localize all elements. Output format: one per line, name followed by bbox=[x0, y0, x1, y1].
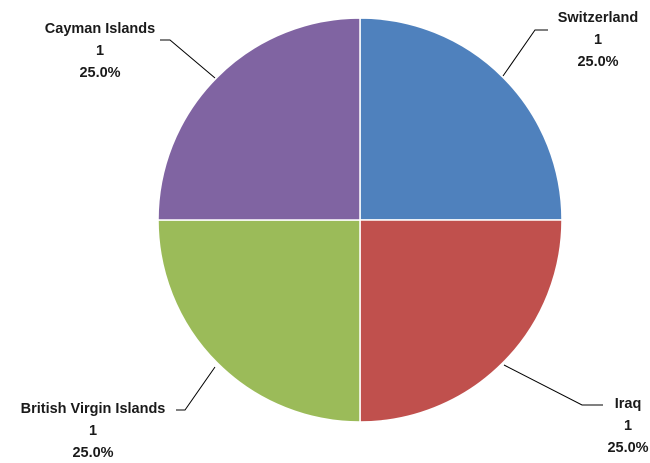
slice-label-name: Iraq bbox=[615, 396, 642, 412]
slice-label-name: Cayman Islands bbox=[45, 21, 155, 37]
slice-label-percent: 25.0% bbox=[79, 65, 120, 81]
slice-label-name: Switzerland bbox=[558, 10, 639, 26]
slice-label-value: 1 bbox=[96, 43, 104, 59]
slice-label-percent: 25.0% bbox=[72, 445, 113, 461]
pie-slice-switzerland bbox=[359, 17, 563, 221]
slice-label-value: 1 bbox=[624, 418, 632, 434]
pie-slice-cayman-islands bbox=[157, 17, 361, 221]
pie-slice-iraq bbox=[359, 219, 563, 423]
slice-labels: Switzerland 1 25.0% Iraq 1 25.0% British Virgi… bbox=[21, 10, 649, 461]
pie-slices bbox=[157, 17, 563, 423]
leader-lines bbox=[160, 29, 603, 411]
leader-line bbox=[160, 39, 216, 79]
slice-label-percent: 25.0% bbox=[577, 54, 618, 70]
slice-label-percent: 25.0% bbox=[607, 440, 648, 456]
leader-line bbox=[503, 364, 603, 406]
leader-line bbox=[502, 29, 548, 77]
leader-line bbox=[176, 366, 216, 411]
slice-label-name: British Virgin Islands bbox=[21, 401, 166, 417]
slice-label-value: 1 bbox=[594, 32, 602, 48]
pie-slice-british-virgin-islands bbox=[157, 219, 361, 423]
slice-label-value: 1 bbox=[89, 423, 97, 439]
